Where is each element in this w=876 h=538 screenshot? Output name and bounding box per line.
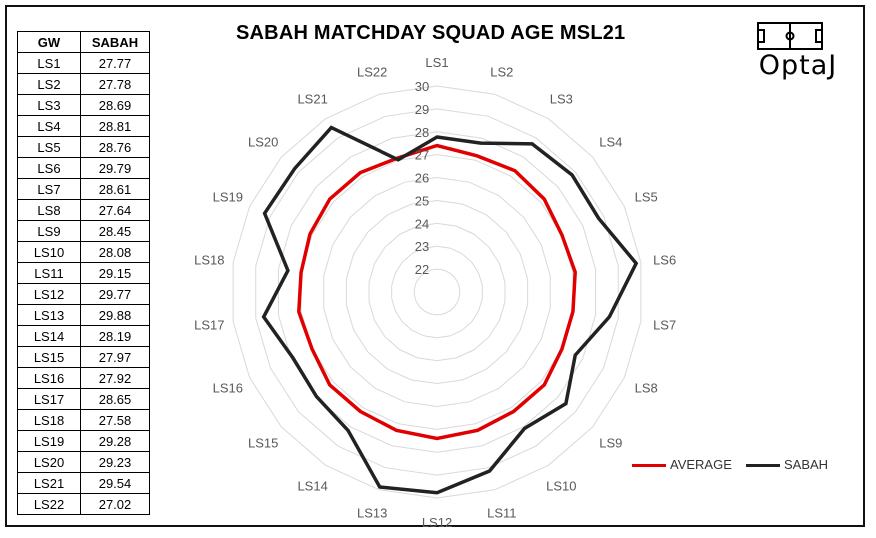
radial-tick-label: 27: [415, 148, 429, 163]
category-label: LS16: [213, 381, 243, 396]
grid-ring: [277, 131, 597, 453]
category-label: LS21: [297, 92, 327, 107]
series-line-average: [297, 143, 577, 441]
table-cell-sabah: 28.45: [80, 220, 150, 242]
logo-text: OptaJ: [758, 50, 838, 81]
table-cell-sabah: 27.92: [80, 367, 150, 389]
grid-ring: [232, 85, 642, 499]
legend-label-sabah: SABAH: [784, 457, 829, 472]
table-cell-gw: LS22: [17, 493, 81, 515]
table-row: LS20 29.23: [17, 451, 150, 473]
category-label: LS3: [550, 92, 573, 107]
table-cell-gw: LS11: [17, 262, 81, 284]
table-row: LS12 29.77: [17, 283, 150, 305]
radial-tick-label: 25: [415, 193, 429, 208]
legend-swatch-sabah: [746, 464, 780, 467]
legend-label-average: AVERAGE: [670, 457, 732, 472]
table-row: LS4 28.81: [17, 115, 150, 137]
table-cell-sabah: 28.61: [80, 178, 150, 200]
category-label: LS14: [297, 478, 327, 493]
category-label: LS15: [248, 436, 278, 451]
pitch-icon: [757, 22, 823, 50]
grid-ring: [368, 222, 506, 362]
category-label: LS20: [248, 134, 278, 149]
data-table: GW SABAH LS1 27.77 LS2 27.78 LS3 28.69 LS4 28.8…: [17, 31, 150, 515]
category-label: LS7: [653, 318, 676, 333]
category-label: LS11: [487, 506, 516, 521]
category-label: LS9: [599, 436, 622, 451]
table-row: LS21 29.54: [17, 472, 150, 494]
table-cell-sabah: 29.88: [80, 304, 150, 326]
category-label: LS6: [653, 252, 676, 267]
table-cell-sabah: 27.02: [80, 493, 150, 515]
table-row: LS13 29.88: [17, 304, 150, 326]
table-cell-gw: LS21: [17, 472, 81, 494]
grid-ring: [413, 268, 461, 316]
table-row: LS14 28.19: [17, 325, 150, 347]
table-row: LS22 27.02: [17, 493, 150, 515]
grid-ring: [323, 177, 551, 407]
table-row: LS9 28.45: [17, 220, 150, 242]
table-cell-sabah: 27.64: [80, 199, 150, 221]
table-row: LS7 28.61: [17, 178, 150, 200]
grid-ring: [255, 108, 619, 476]
grid-ring: [300, 154, 574, 430]
grid-ring: [345, 199, 529, 385]
table-cell-sabah: 27.97: [80, 346, 150, 368]
category-label: LS4: [599, 134, 622, 149]
table-cell-sabah: 28.76: [80, 136, 150, 158]
radial-tick-label: 30: [415, 79, 429, 94]
radial-tick-label: 23: [415, 239, 429, 254]
category-label: LS2: [490, 64, 513, 79]
category-label: LS18: [194, 252, 224, 267]
grid-ring: [391, 245, 483, 339]
table-row: LS17 28.65: [17, 388, 150, 410]
category-label: LS10: [546, 478, 576, 493]
table-cell-gw: LS20: [17, 451, 81, 473]
table-header-sabah: SABAH: [80, 31, 150, 53]
radial-tick-label: 24: [415, 216, 429, 231]
category-label: LS8: [635, 381, 658, 396]
category-label: LS22: [357, 64, 387, 79]
series-line-sabah: [261, 125, 639, 495]
table-cell-sabah: 28.81: [80, 115, 150, 137]
table-row: LS15 27.97: [17, 346, 150, 368]
table-cell-sabah: 29.23: [80, 451, 150, 473]
radial-tick-label: 26: [415, 171, 429, 186]
table-row: LS5 28.76: [17, 136, 150, 158]
table-cell-sabah: 29.77: [80, 283, 150, 305]
category-label: LS13: [357, 506, 387, 521]
radial-tick-label: 28: [415, 125, 429, 140]
table-row: LS19 29.28: [17, 430, 150, 452]
table-cell-gw: LS14: [17, 325, 81, 347]
table-row: LS1 27.77: [17, 52, 150, 74]
category-label: LS19: [213, 189, 243, 204]
table-cell-gw: LS2: [17, 73, 81, 95]
category-label: LS17: [194, 318, 224, 333]
radial-tick-label: 29: [415, 102, 429, 117]
table-row: LS2 27.78: [17, 73, 150, 95]
table-cell-sabah: 29.28: [80, 430, 150, 452]
table-cell-sabah: 29.79: [80, 157, 150, 179]
category-label: LS1: [425, 55, 448, 70]
optaj-logo: OptaJ: [754, 20, 842, 90]
category-label: LS5: [635, 189, 658, 204]
legend-swatch-average: [632, 464, 666, 467]
table-cell-gw: LS4: [17, 115, 81, 137]
table-row: LS8 27.64: [17, 199, 150, 221]
table-cell-gw: LS8: [17, 199, 81, 221]
radial-tick-label: 22: [415, 262, 429, 277]
category-label: LS12: [422, 515, 452, 530]
chart-title: SABAH MATCHDAY SQUAD AGE MSL21: [236, 22, 626, 44]
table-cell-sabah: 27.77: [80, 52, 150, 74]
table-row: LS11 29.15: [17, 262, 150, 284]
